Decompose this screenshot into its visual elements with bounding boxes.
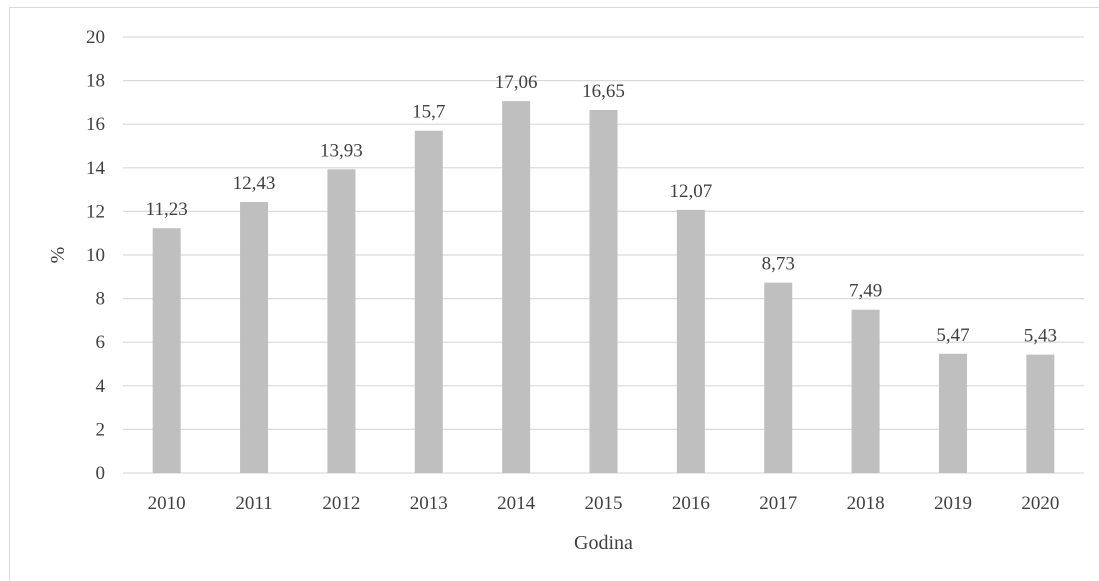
- x-tick-label-2015: 2015: [585, 493, 623, 514]
- x-tick-label-2014: 2014: [497, 493, 536, 514]
- y-tick-label: 6: [96, 332, 106, 353]
- x-tick-label-2020: 2020: [1021, 493, 1059, 514]
- bar-2020: [1026, 354, 1055, 473]
- x-tick-label-2017: 2017: [759, 493, 797, 514]
- data-label-2013: 15,7: [412, 102, 445, 123]
- x-tick-label-2012: 2012: [322, 493, 360, 514]
- data-labels: 11,23 12,43 13,93 15,7 17,06 16,65 12,07 8,73 7,…: [146, 72, 1057, 347]
- data-label-2018: 7,49: [849, 281, 882, 302]
- y-axis-title: %: [47, 247, 69, 264]
- bar-2016: [676, 209, 705, 473]
- x-tick-label-2019: 2019: [934, 493, 972, 514]
- bar-2014: [502, 101, 531, 473]
- bar-2019: [938, 353, 967, 473]
- chart-frame: [9, 7, 1099, 581]
- data-label-2014: 17,06: [495, 72, 538, 93]
- data-label-2017: 8,73: [762, 254, 795, 275]
- y-tick-label: 20: [86, 27, 105, 48]
- bar-2010: [152, 228, 181, 473]
- y-tick-label: 16: [86, 114, 105, 135]
- y-tick-label: 14: [86, 158, 106, 179]
- y-tick-label: 8: [96, 289, 106, 310]
- y-tick-label: 10: [86, 245, 105, 266]
- data-label-2012: 13,93: [320, 140, 363, 161]
- y-tick-label: 4: [96, 376, 106, 397]
- bar-2015: [589, 110, 618, 473]
- y-tick-label: 18: [86, 71, 105, 92]
- y-tick-label: 0: [96, 463, 106, 484]
- x-tick-label-2018: 2018: [847, 493, 885, 514]
- x-tick-label-2013: 2013: [410, 493, 448, 514]
- bars: [152, 101, 1055, 474]
- bar-2012: [327, 169, 356, 474]
- x-tick-label-2016: 2016: [672, 493, 710, 514]
- y-tick-label: 12: [86, 201, 105, 222]
- x-axis-ticks: 2010 2011 2012 2013 2014 2015 2016 2017 2018 2019…: [148, 493, 1060, 514]
- data-label-2015: 16,65: [582, 81, 625, 102]
- y-tick-label: 2: [96, 419, 106, 440]
- x-tick-label-2010: 2010: [148, 493, 186, 514]
- bar-2017: [764, 282, 793, 473]
- data-label-2016: 12,07: [669, 181, 712, 202]
- data-label-2019: 5,47: [936, 325, 969, 346]
- x-tick-label-2011: 2011: [235, 493, 272, 514]
- data-label-2020: 5,43: [1024, 326, 1057, 347]
- bar-2011: [240, 202, 269, 473]
- bar-2013: [414, 130, 443, 474]
- bar-2018: [851, 309, 880, 473]
- data-label-2010: 11,23: [146, 199, 188, 220]
- x-axis-title: Godina: [574, 532, 633, 554]
- data-label-2011: 12,43: [233, 173, 276, 194]
- y-axis-ticks: 0 2 4 6 8 10 12 14 16 18 20: [86, 27, 106, 484]
